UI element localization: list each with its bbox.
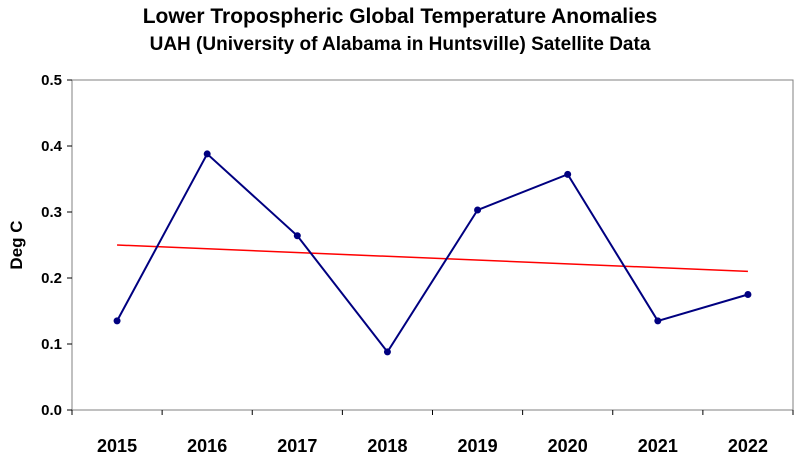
data-point-2022 (744, 291, 752, 298)
x-tick-label: 2019 (458, 436, 498, 456)
x-tick-label: 2016 (187, 436, 227, 456)
y-tick-label: 0.0 (41, 402, 62, 419)
x-axis: 2015 2016 2017 2018 2019 2020 2021 2022 (71, 410, 794, 456)
x-tick-label: 2017 (277, 436, 317, 456)
y-tick-label: 0.4 (41, 138, 63, 155)
data-point-2019 (474, 206, 482, 214)
y-axis: 0.0 0.1 0.2 0.3 0.4 0.5 (41, 72, 72, 419)
chart-title: Lower Tropospheric Global Temperature An… (142, 5, 658, 28)
data-point-2018 (383, 348, 391, 356)
data-point-2015 (113, 317, 121, 325)
data-point-2020 (564, 170, 572, 178)
y-tick-label: 0.3 (41, 204, 62, 221)
y-tick-label: 0.2 (41, 270, 62, 287)
trend-line (117, 244, 748, 273)
x-tick-label: 2022 (728, 436, 768, 456)
y-tick-label: 0.5 (41, 72, 62, 89)
x-tick-label: 2021 (638, 436, 678, 456)
x-tick-label: 2018 (367, 436, 407, 456)
y-axis-label: Deg C (7, 220, 26, 269)
x-tick-label: 2020 (548, 436, 588, 456)
data-points (113, 150, 752, 356)
data-point-2021 (654, 317, 662, 325)
plot-area (71, 79, 794, 411)
series-line (116, 152, 749, 354)
y-tick-label: 0.1 (41, 336, 62, 353)
data-point-2017 (293, 232, 301, 240)
chart-subtitle: UAH (University of Alabama in Huntsville… (149, 34, 651, 55)
x-tick-label: 2015 (97, 436, 137, 456)
data-point-2016 (203, 150, 211, 158)
